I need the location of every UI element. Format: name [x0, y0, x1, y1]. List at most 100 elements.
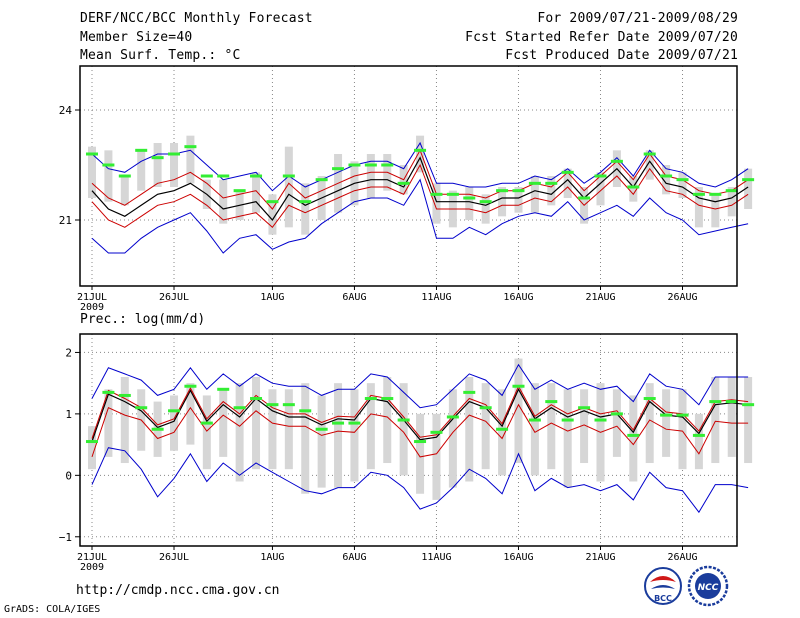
prec-xtick-label: 21AUG — [585, 552, 615, 563]
prec-spread-box — [547, 383, 556, 470]
prec-xtick-label: 1AUG — [260, 552, 284, 563]
prec-spread-box — [498, 389, 507, 476]
prec-observed-marker — [364, 397, 377, 401]
temp-observed-marker — [643, 152, 656, 156]
prec-spread-box — [481, 383, 490, 470]
prec-spread-box — [350, 389, 359, 482]
prec-observed-marker — [381, 397, 394, 401]
temp-spread-box — [596, 172, 605, 206]
bcc-logo-text: BCC — [654, 594, 672, 603]
prec-spread-box — [694, 413, 703, 470]
prec-panel-title: Prec.: log(mm/d) — [80, 312, 205, 327]
prec-xtick-label: 6AUG — [342, 552, 366, 563]
prec-spread-box — [268, 389, 277, 470]
temp-spread-box — [514, 187, 523, 213]
prec-spread-box — [448, 389, 457, 488]
temp-observed-marker — [561, 170, 574, 174]
chart-title: DERF/NCC/BCC Monthly Forecast — [80, 11, 313, 26]
temp-spread-box — [120, 176, 129, 206]
prec-xtick-label: 11AUG — [421, 552, 451, 563]
prec-observed-marker — [692, 433, 705, 437]
temp-spread-box — [530, 176, 539, 213]
prec-xtick-label: 26AUG — [667, 552, 697, 563]
prec-observed-marker — [528, 418, 541, 422]
prec-observed-marker — [315, 427, 328, 431]
temp-observed-marker — [479, 200, 492, 204]
temp-observed-marker — [315, 178, 328, 182]
prec-spread-box — [711, 377, 720, 464]
temp-line-lower-outer — [91, 178, 749, 254]
prec-spread-box — [563, 389, 572, 488]
member-size-label: Member Size=40 — [80, 30, 193, 45]
temp-spread-box — [563, 168, 572, 198]
temp-observed-marker — [168, 152, 181, 156]
temp-observed-marker — [102, 163, 115, 167]
temp-spread-box — [481, 194, 490, 224]
temp-spread-box — [727, 187, 736, 217]
temp-spread-box — [170, 143, 179, 187]
temp-spread-box — [137, 150, 146, 191]
temp-observed-marker — [414, 148, 427, 152]
prec-observed-marker — [742, 403, 755, 407]
prec-xtick-label: 21JUL — [77, 552, 107, 563]
prec-spread-box — [202, 395, 211, 470]
prec-observed-marker — [184, 384, 197, 388]
temp-observed-marker — [299, 200, 312, 204]
temp-observed-marker — [233, 189, 246, 193]
prec-spread-box — [88, 426, 96, 470]
prec-spread-box — [120, 377, 129, 464]
prec-observed-marker — [561, 418, 574, 422]
prec-observed-marker — [168, 409, 181, 413]
temp-frame — [79, 65, 738, 287]
prec-observed-marker — [397, 418, 410, 422]
prec-line-upper-inner — [91, 385, 749, 439]
temp-observed-marker — [463, 196, 476, 200]
temp-spread-box — [153, 143, 162, 187]
temp-spread-box — [268, 194, 277, 235]
temp-spread-box — [301, 183, 310, 235]
temp-spread-box — [645, 150, 654, 180]
prec-spread-box — [383, 377, 392, 464]
temp-observed-marker — [184, 145, 197, 149]
temp-spread-box — [465, 187, 474, 220]
prec-spread-box — [399, 383, 408, 476]
temp-spread-box — [629, 176, 638, 202]
bcc-logo-swoosh-top — [650, 576, 676, 582]
prec-observed-marker — [610, 412, 623, 416]
prec-spread-box — [530, 383, 539, 476]
temp-line-ensemble-mean — [91, 156, 749, 221]
temp-observed-marker — [545, 181, 558, 185]
temp-line-upper-outer — [91, 141, 749, 192]
prec-spread-box — [252, 377, 261, 470]
temp-observed-marker — [528, 181, 541, 185]
temp-xtick-label: 11AUG — [421, 292, 451, 303]
ncc-logo-text: NCC — [698, 583, 719, 593]
prec-observed-marker — [151, 427, 164, 431]
prec-observed-marker — [627, 433, 640, 437]
grads-credit: GrADS: COLA/IGES — [4, 604, 101, 615]
temp-spread-box — [88, 146, 96, 198]
temp-spread-box — [104, 150, 113, 202]
prec-spread-box — [334, 383, 343, 488]
temp-observed-marker — [692, 192, 705, 196]
temp-observed-marker — [332, 167, 345, 171]
temp-observed-marker — [430, 192, 443, 196]
temp-spread-box — [366, 154, 375, 198]
prec-observed-marker — [446, 415, 459, 419]
bcc-logo: BCC — [644, 567, 682, 605]
temp-observed-marker — [594, 174, 607, 178]
prec-spread-box — [744, 377, 753, 464]
temp-observed-marker — [725, 189, 738, 193]
prec-ytick-label: 1 — [65, 408, 72, 421]
temp-spread-box — [432, 183, 441, 224]
temp-xtick-label: 16AUG — [503, 292, 533, 303]
temp-observed-marker — [397, 181, 410, 185]
source-url[interactable]: http://cmdp.ncc.cma.gov.cn — [76, 583, 280, 598]
temp-observed-marker — [627, 185, 640, 189]
temp-xtick-label: 26AUG — [667, 292, 697, 303]
prec-spread-box — [432, 413, 441, 500]
temp-spread-box — [284, 146, 293, 228]
